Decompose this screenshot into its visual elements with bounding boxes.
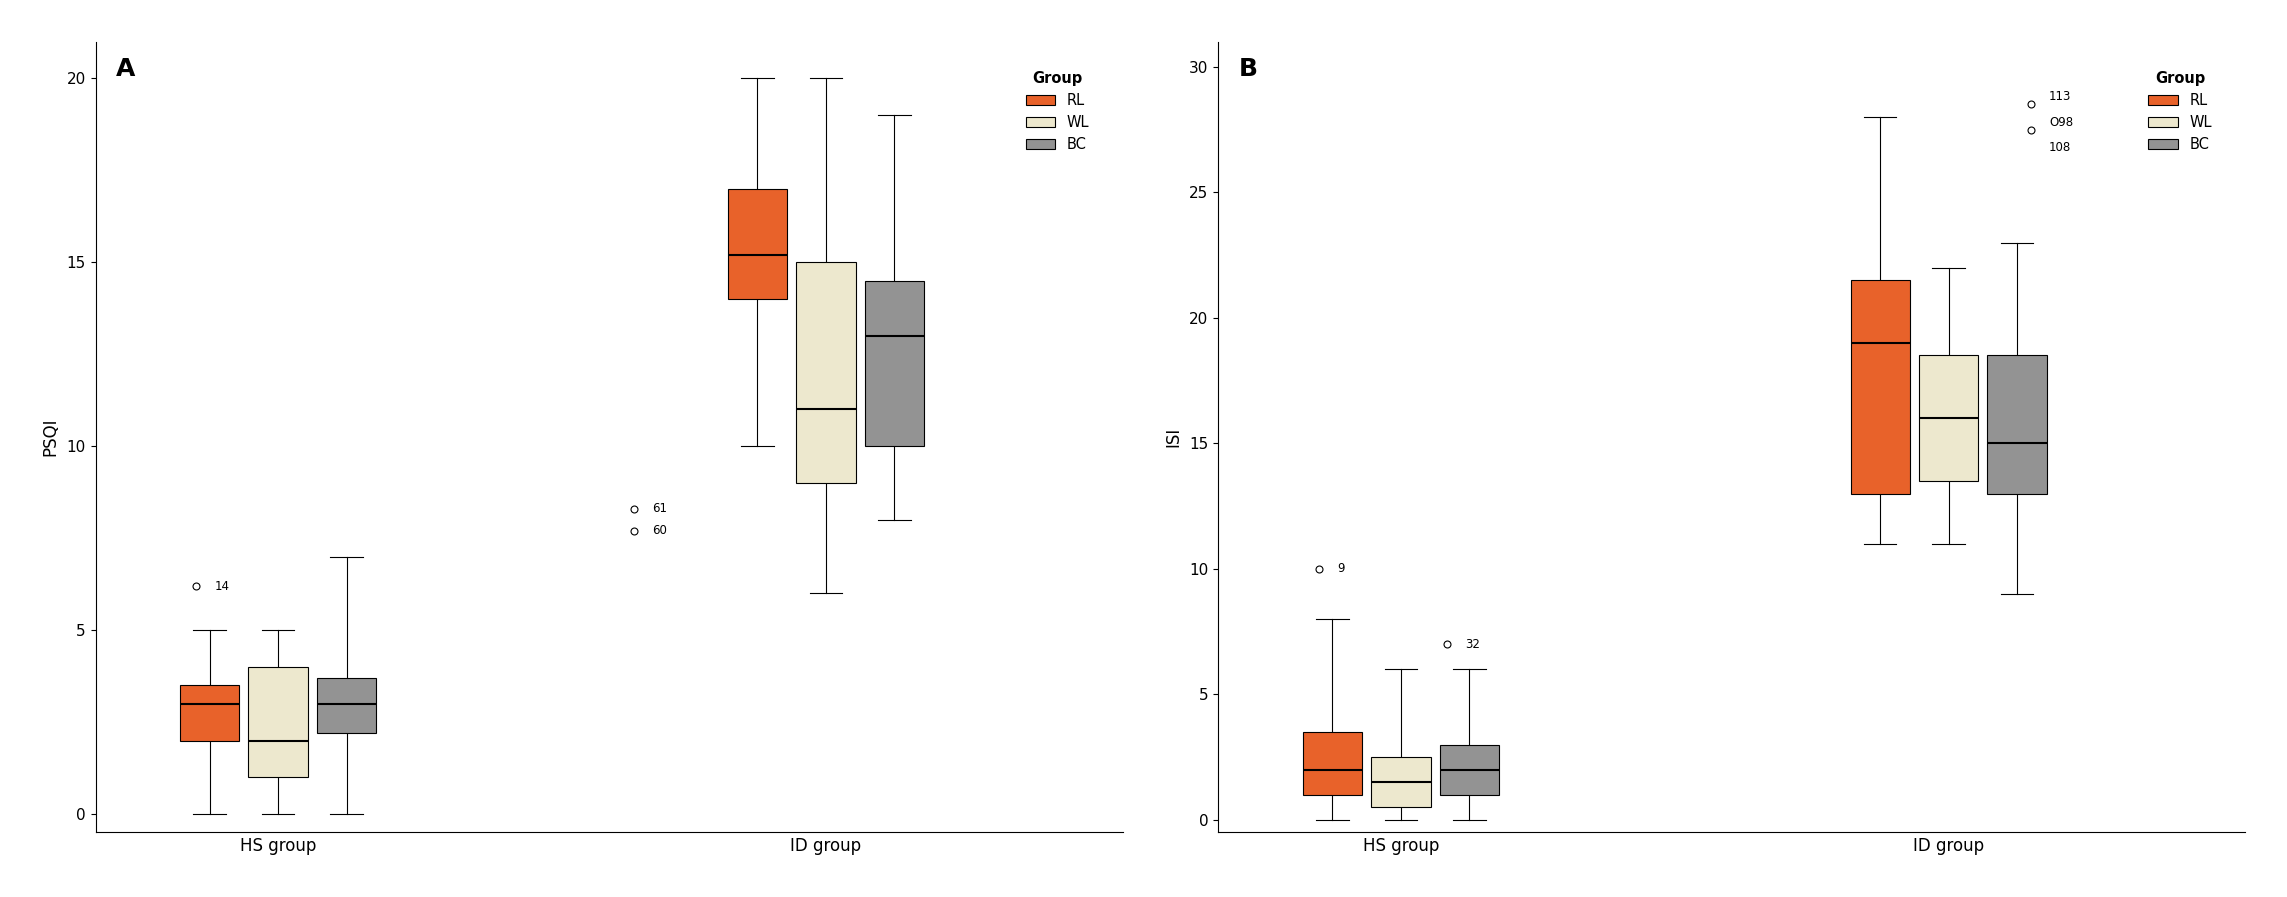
- Text: 9: 9: [1338, 562, 1345, 575]
- FancyBboxPatch shape: [1304, 732, 1363, 795]
- Text: 61: 61: [652, 502, 668, 515]
- Text: O98: O98: [2049, 116, 2074, 128]
- Y-axis label: PSQI: PSQI: [41, 418, 59, 457]
- Text: B: B: [1240, 57, 1258, 82]
- Legend: RL, WL, BC: RL, WL, BC: [1020, 65, 1095, 158]
- FancyBboxPatch shape: [249, 667, 309, 778]
- FancyBboxPatch shape: [727, 188, 787, 299]
- FancyBboxPatch shape: [1372, 757, 1432, 807]
- Text: 14: 14: [215, 579, 229, 593]
- FancyBboxPatch shape: [1919, 355, 1978, 481]
- FancyBboxPatch shape: [181, 685, 240, 741]
- Text: 60: 60: [652, 525, 668, 537]
- FancyBboxPatch shape: [318, 678, 377, 733]
- FancyBboxPatch shape: [864, 281, 924, 447]
- FancyBboxPatch shape: [796, 262, 855, 483]
- Y-axis label: ISI: ISI: [1164, 427, 1182, 448]
- FancyBboxPatch shape: [1987, 355, 2047, 493]
- Text: A: A: [117, 57, 135, 82]
- Text: 108: 108: [2049, 141, 2072, 153]
- FancyBboxPatch shape: [1441, 745, 1498, 795]
- Legend: RL, WL, BC: RL, WL, BC: [2143, 65, 2218, 158]
- Text: 113: 113: [2049, 91, 2072, 103]
- Text: 32: 32: [1464, 638, 1480, 650]
- FancyBboxPatch shape: [1850, 280, 1910, 493]
